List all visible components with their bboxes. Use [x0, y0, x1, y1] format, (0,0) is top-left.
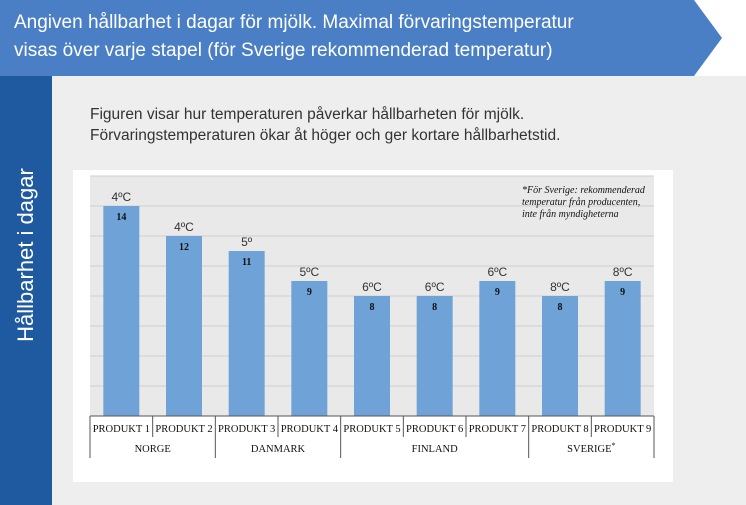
group-label-footnote-mark: *: [612, 441, 616, 450]
group-label: FINLAND: [412, 444, 458, 455]
temperature-label: 5ºC: [299, 265, 319, 279]
bar: [354, 296, 390, 416]
bar: [479, 281, 516, 416]
value-label: 8: [432, 302, 437, 313]
bar: [542, 296, 578, 416]
bars: 4ºC 14 4ºC 12 5º 11 5ºC 9 6ºC 8 6ºC 8 6ºC 9 8ºC 8 8ºC 9: [103, 190, 641, 416]
category-label: PRODUKT 6: [406, 424, 463, 435]
temperature-label: 6ºC: [487, 265, 507, 279]
page-title: Angiven hållbarhet i dagar för mjölk. Ma…: [14, 9, 694, 65]
value-label: 12: [179, 242, 189, 253]
temperature-label: 4ºC: [174, 220, 194, 234]
bar: [604, 281, 641, 416]
bar: [228, 251, 265, 416]
category-label: PRODUKT 8: [531, 424, 588, 435]
title-line-2: visas över varje stapel (för Sverige rek…: [14, 40, 553, 61]
bar: [103, 206, 140, 416]
temperature-label: 6ºC: [362, 280, 382, 294]
category-label: PRODUKT 4: [281, 424, 339, 435]
temperature-label: 8ºC: [550, 280, 570, 294]
value-label: 9: [495, 287, 500, 298]
temperature-label: 6ºC: [425, 280, 445, 294]
temperature-label: 4ºC: [111, 190, 131, 204]
group-label: SVERIGE*: [567, 441, 615, 455]
caption-line-2: Förvaringstemperaturen ökar åt höger och…: [90, 127, 561, 144]
side-panel: [0, 76, 52, 505]
sweden-footnote: *För Sverige: rekommenderad temperatur f…: [522, 185, 645, 220]
category-label: PRODUKT 7: [469, 424, 526, 435]
bar: [416, 296, 453, 416]
value-label: 14: [116, 212, 126, 223]
value-label: 8: [370, 302, 375, 313]
category-label: PRODUKT 1: [93, 424, 150, 435]
group-label: DANMARK: [251, 444, 306, 455]
title-line-1: Angiven hållbarhet i dagar för mjölk. Ma…: [14, 12, 574, 33]
bar: [166, 236, 202, 416]
temperature-label: 5º: [241, 235, 253, 249]
group-label: NORGE: [135, 444, 171, 455]
value-label: 9: [620, 287, 625, 298]
chart-caption: Figuren visar hur temperaturen påverkar …: [90, 104, 560, 146]
title-banner: [0, 0, 722, 76]
category-label: PRODUKT 5: [343, 424, 400, 435]
value-label: 11: [242, 257, 251, 268]
caption-line-1: Figuren visar hur temperaturen påverkar …: [90, 106, 525, 123]
category-label: PRODUKT 3: [218, 424, 275, 435]
value-label: 9: [307, 287, 312, 298]
category-label: PRODUKT 2: [155, 424, 212, 435]
category-label: PRODUKT 9: [594, 424, 651, 435]
value-label: 8: [558, 302, 563, 313]
temperature-label: 8ºC: [613, 265, 633, 279]
x-axis: PRODUKT 1 PRODUKT 2 PRODUKT 3 PRODUKT 4 PROD…: [89, 415, 655, 458]
bar: [291, 281, 328, 416]
